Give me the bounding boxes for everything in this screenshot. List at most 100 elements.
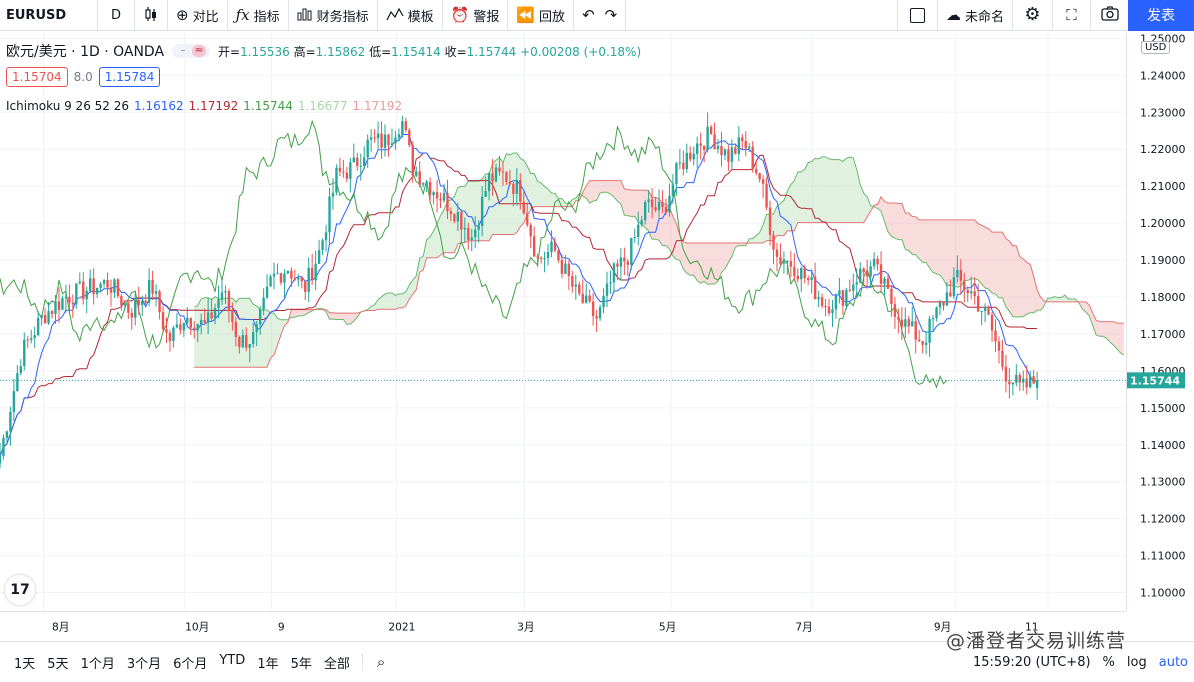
compare-button[interactable]: ⊕ 对比 [168,0,228,31]
candle-body [765,183,768,208]
clock[interactable]: 15:59:20 (UTC+8) [972,655,1091,670]
cloud-segment [443,200,448,253]
candle-body [293,278,297,280]
price-tick-label: 1.24000 [1140,69,1186,82]
indicator-name: Ichimoku 9 26 52 26 [6,99,129,113]
cloud-segment [385,292,389,310]
candle-body [99,283,102,288]
range-button-5[interactable]: YTD [219,652,246,668]
price-tick-label: 1.19000 [1140,254,1186,267]
publish-button[interactable]: 发表 [1128,0,1194,31]
replay-button[interactable]: ⏪ 回放 [508,0,575,31]
log-toggle[interactable]: log [1126,655,1147,670]
candle-body [865,272,869,277]
candle-body [737,137,741,154]
candle-body [151,279,154,294]
goto-date-icon[interactable]: ⌕ [361,653,397,671]
range-button-7[interactable]: 5年 [290,656,312,672]
time-tick-label: 8月 [52,620,69,633]
leading-a-value: 1.16677 [297,99,348,113]
cloud-segment [1116,323,1121,353]
candle-body [123,303,127,306]
candle-body [199,319,203,325]
cloud-segment [502,153,507,235]
candle-body [994,330,997,342]
cloud-segment [239,298,243,368]
chart-type-button[interactable] [135,0,168,31]
candle-body [872,258,876,267]
templates-button[interactable]: 模板 [378,0,443,31]
tradingview-logo[interactable]: 17 [5,575,35,605]
cloud-segment [905,213,909,251]
cloud-segment [391,292,396,310]
high-value: 1.15862 [315,44,366,59]
candle-body [1032,376,1035,384]
percent-toggle[interactable]: % [1102,655,1115,670]
range-button-2[interactable]: 1个月 [80,656,115,672]
price-chart[interactable]: 1.250001.240001.230001.220001.210001.200… [0,0,1194,611]
candle-body [585,295,588,303]
cloud-segment [464,181,469,243]
cloud-segment [686,242,691,276]
auto-toggle[interactable]: auto [1158,655,1188,670]
candle-body [238,336,241,348]
fullscreen-button[interactable]: ⛶ [1052,0,1090,31]
cloud-segment [298,309,302,316]
candle-body [751,146,754,169]
cloud-segment [659,198,663,246]
layout-name-button[interactable]: ☁ 未命名 [936,0,1012,31]
candle-body [820,297,824,307]
buy-button[interactable]: 1.15784 [98,67,161,87]
candle-body [848,289,852,291]
sell-button[interactable]: 1.15704 [6,67,68,87]
undo-icon[interactable]: ↶ [582,5,595,24]
wave-icon[interactable]: ≈ [192,45,207,57]
range-button-6[interactable]: 1年 [257,656,279,672]
cloud-segment [898,203,902,240]
range-button-8[interactable]: 全部 [323,656,350,672]
candle-body [252,332,255,344]
candle-body [231,310,234,322]
indicator-legend[interactable]: Ichimoku 9 26 52 26 1.16162 1.17192 1.15… [6,99,402,113]
candle-body [671,184,675,196]
range-button-4[interactable]: 6个月 [173,656,208,672]
cloud-segment [700,242,705,284]
settings-button[interactable]: ⚙ [1012,0,1052,31]
cloud-segment [1096,320,1100,337]
candle-body [744,141,747,149]
cloud-segment [1089,304,1093,325]
candle-body [876,258,879,265]
candle-body [976,296,980,312]
leading-b-value: 1.17192 [352,99,403,113]
price-tick-label: 1.10000 [1140,587,1186,600]
candle-body [175,324,179,328]
candle-body [109,287,113,293]
symbol-search[interactable]: EURUSD [0,0,98,31]
cloud-segment [839,159,843,223]
candle-body [643,202,647,221]
currency-selector[interactable]: USD [1141,41,1171,54]
candle-body [526,213,529,225]
price-axis[interactable] [1126,31,1194,611]
candle-body [154,291,158,294]
range-button-1[interactable]: 5天 [47,656,69,672]
redo-icon[interactable]: ↷ [604,5,618,24]
range-button-3[interactable]: 3个月 [126,656,162,672]
snapshot-button[interactable] [1090,0,1128,31]
candle-body [255,324,258,333]
range-button-0[interactable]: 1天 [14,656,36,672]
minus-icon[interactable]: – [180,45,186,56]
time-axis[interactable]: 8月 10月 9 2021 3月 5月 7月 9月 11 [0,611,1126,641]
indicators-button[interactable]: ƒx 指标 [228,0,289,31]
candle-body [179,324,182,331]
visibility-pill[interactable]: – ≈ [172,44,211,58]
close-label: 收= [444,44,467,59]
cloud-segment [242,298,247,368]
interval-selector[interactable]: D [98,0,135,31]
cloud-segment [416,258,420,291]
fullscreen-layout-button[interactable] [896,0,937,31]
candle-body [415,171,418,176]
candle-body [435,192,439,199]
alert-button[interactable]: ⏰ 警报 [443,0,509,31]
financials-button[interactable]: 财务指标 [289,0,378,31]
